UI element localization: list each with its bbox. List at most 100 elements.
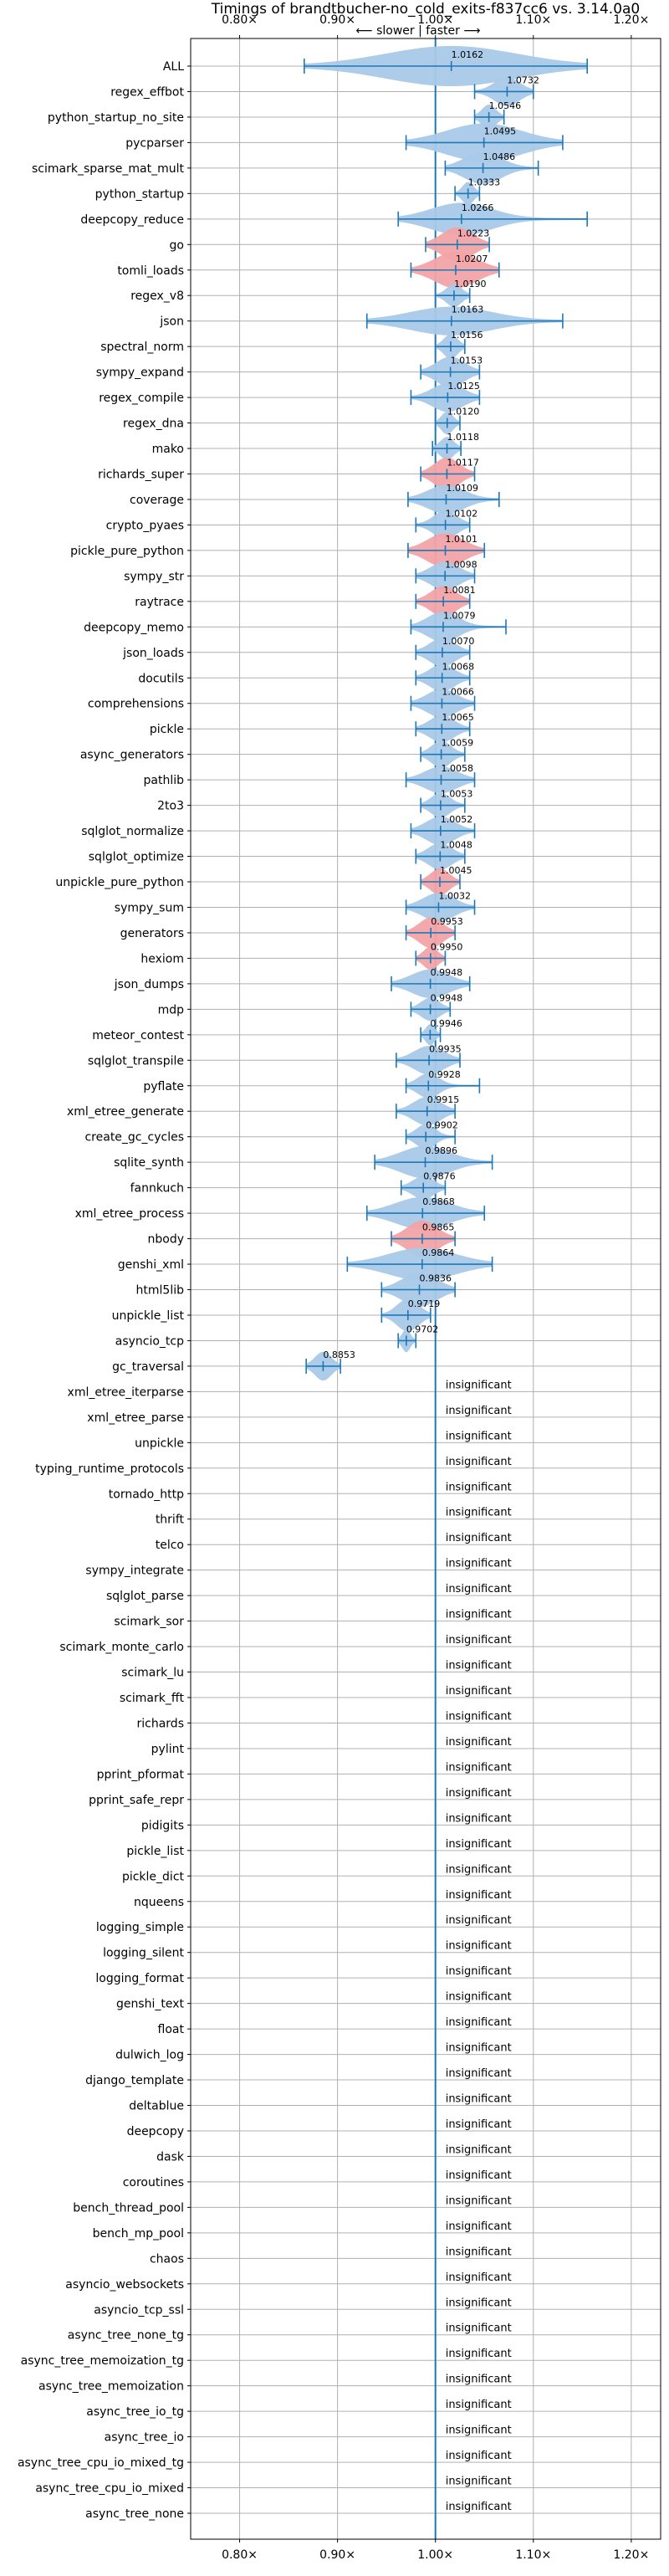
benchmark-label: scimark_sparse_mat_mult — [32, 162, 184, 176]
insignificant-label: insignificant — [446, 2297, 512, 2309]
benchmark-label: async_tree_memoization_tg — [21, 2354, 184, 2368]
x-tick-label-bottom: 0.80× — [222, 2548, 258, 2562]
benchmark-label: pprint_pformat — [97, 1768, 185, 1781]
benchmark-label: mako — [152, 443, 184, 456]
benchmark-label: scimark_fft — [120, 1692, 185, 1705]
plot-frame — [190, 38, 661, 2540]
benchmark-label: coverage — [130, 494, 184, 507]
insignificant-label: insignificant — [446, 2246, 512, 2258]
benchmark-label: comprehensions — [88, 698, 184, 711]
insignificant-label: insignificant — [446, 2322, 512, 2335]
benchmark-label: python_startup — [95, 187, 184, 201]
benchmark-label: xml_etree_parse — [87, 1411, 184, 1425]
benchmark-label: telco — [156, 1539, 184, 1552]
value-label: 0.9948 — [431, 992, 463, 1003]
insignificant-label: insignificant — [446, 1634, 512, 1646]
benchmark-label: django_template — [85, 2074, 184, 2087]
value-label: 1.0048 — [440, 840, 472, 851]
grid-layer — [187, 35, 661, 2543]
benchmark-label: coroutines — [123, 2176, 184, 2189]
benchmark-label: async_tree_cpu_io_mixed — [35, 2482, 184, 2496]
value-label: 0.9702 — [406, 1324, 439, 1334]
benchmark-label: go — [170, 238, 184, 252]
value-label: 0.9950 — [431, 941, 463, 952]
value-label: 1.0066 — [442, 687, 474, 698]
benchmark-label: sympy_integrate — [85, 1565, 184, 1578]
value-label: 1.0070 — [442, 636, 475, 647]
value-label: 1.0266 — [462, 202, 494, 213]
x-tick-label-top: 0.80× — [222, 13, 258, 27]
benchmark-label: tomli_loads — [117, 264, 184, 278]
insignificant-label: insignificant — [446, 1405, 512, 1417]
x-tick-label-bottom: 1.20× — [613, 2548, 649, 2562]
benchmark-label: hexiom — [140, 952, 184, 965]
insignificant-label: insignificant — [446, 1863, 512, 1876]
benchmark-label: pprint_safe_repr — [89, 1794, 184, 1807]
value-label: 1.0207 — [456, 254, 488, 264]
benchmark-label: crypto_pyaes — [106, 519, 184, 532]
value-label: 0.9915 — [427, 1094, 459, 1105]
value-label: 1.0032 — [438, 890, 471, 901]
value-label: 1.0117 — [447, 458, 479, 469]
benchmark-label: xml_etree_generate — [67, 1105, 184, 1119]
insignificant-label: insignificant — [446, 1609, 512, 1621]
benchmark-label: pyflate — [143, 1080, 184, 1093]
insignificant-label: insignificant — [446, 1991, 512, 2004]
value-label: 1.0058 — [441, 763, 473, 774]
benchmark-label: meteor_contest — [92, 1029, 184, 1042]
value-label: 0.9948 — [431, 967, 463, 978]
benchmark-label: pickle_list — [126, 1845, 184, 1858]
benchmark-label: async_tree_io — [105, 2431, 184, 2445]
benchmark-label: xml_etree_iterparse — [68, 1385, 184, 1399]
value-label: 0.9865 — [422, 1222, 455, 1233]
benchmark-label: nqueens — [134, 1896, 184, 1909]
benchmark-label: json_dumps — [114, 978, 184, 991]
insignificant-label: insignificant — [446, 1965, 512, 1978]
value-label: 0.9935 — [429, 1043, 462, 1054]
value-label: 1.0053 — [441, 789, 473, 800]
benchmark-label: sqlglot_optimize — [89, 851, 184, 864]
insignificant-label: insignificant — [446, 1481, 512, 1493]
value-label: 1.0098 — [445, 559, 477, 570]
value-label: 0.9719 — [408, 1298, 441, 1309]
insignificant-label: insignificant — [446, 2348, 512, 2360]
benchmark-label: deepcopy_memo — [84, 621, 184, 634]
benchmark-label: mdp — [158, 1003, 185, 1017]
benchmark-label: bench_mp_pool — [93, 2227, 184, 2241]
benchmark-label: python_startup_no_site — [48, 111, 184, 125]
value-label: 1.0120 — [447, 407, 480, 417]
benchmark-label: json — [159, 315, 184, 329]
insignificant-label: insignificant — [446, 1761, 512, 1774]
x-tick-label-top: 1.10× — [515, 13, 551, 27]
insignificant-label: insignificant — [446, 1660, 512, 1672]
chart-title: Timings of brandtbucher-no_cold_exits-f8… — [211, 1, 641, 18]
value-label: 1.0486 — [483, 151, 516, 162]
benchmark-label: genshi_text — [116, 1998, 185, 2011]
insignificant-label: insignificant — [446, 2194, 512, 2207]
value-label: 1.0079 — [443, 610, 476, 621]
benchmark-label: html5lib — [136, 1284, 185, 1298]
insignificant-label: insignificant — [446, 1736, 512, 1749]
value-label: 1.0118 — [447, 432, 480, 443]
value-label: 1.0546 — [489, 100, 522, 111]
benchmark-label: asyncio_tcp — [115, 1334, 184, 1348]
insignificant-label: insignificant — [446, 2399, 512, 2411]
value-label: 1.0156 — [451, 330, 483, 341]
value-label: 1.0333 — [468, 177, 501, 187]
value-label: 1.0102 — [446, 508, 478, 519]
benchmark-label: asyncio_tcp_ssl — [94, 2303, 184, 2317]
benchmark-label: chaos — [150, 2252, 184, 2266]
benchmark-label: deltablue — [129, 2100, 184, 2113]
benchmark-label: generators — [120, 927, 184, 940]
insignificant-label: insignificant — [446, 2501, 512, 2513]
benchmark-label: regex_dna — [123, 417, 184, 431]
value-label: 1.0495 — [484, 125, 517, 136]
benchmark-label: regex_compile — [99, 392, 184, 405]
benchmark-label: nbody — [148, 1233, 185, 1247]
value-label: 0.9928 — [428, 1069, 461, 1080]
benchmark-label: async_tree_none_tg — [68, 2329, 184, 2343]
benchmark-label: spectral_norm — [100, 341, 184, 354]
value-label: 1.0732 — [507, 74, 539, 85]
value-label: 1.0101 — [446, 534, 478, 545]
benchmark-label: xml_etree_process — [75, 1207, 184, 1221]
